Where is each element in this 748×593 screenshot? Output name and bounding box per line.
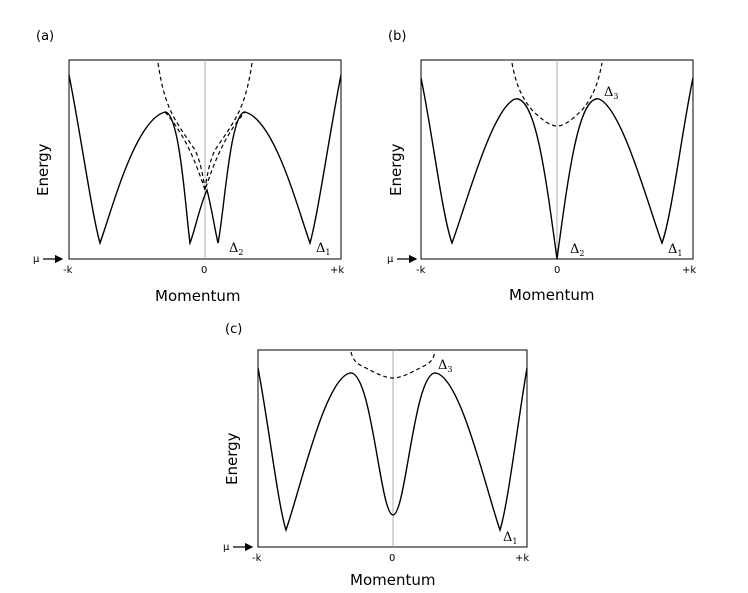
- panel-c-dashed-band: [350, 351, 436, 379]
- panel-c-tick-plus-k: +k: [515, 553, 529, 564]
- panel-a-xlabel: Momentum: [155, 287, 240, 305]
- panel-b-ylabel: Energy: [387, 143, 405, 196]
- panel-c-tick-zero: 0: [389, 553, 395, 564]
- panel-c: (c) μ -k 0 +k Momentum Energy Δ3 Δ1: [223, 322, 529, 589]
- panel-b-mu-label: μ: [387, 254, 394, 265]
- panel-a-tick-minus-k: -k: [63, 265, 73, 276]
- panel-b: (b) μ -k 0 +k Momentum Energy Δ3 Δ2 Δ1: [387, 29, 696, 304]
- panel-b-band: [420, 77, 694, 260]
- panel-c-band: [257, 367, 528, 533]
- panel-c-frame: [257, 349, 528, 548]
- panel-a-gap-delta1: Δ1: [316, 241, 330, 257]
- panel-c-xlabel: Momentum: [350, 571, 435, 589]
- panel-b-xlabel: Momentum: [509, 286, 594, 304]
- panel-b-label: (b): [388, 29, 406, 44]
- panel-c-mu-label: μ: [223, 542, 230, 553]
- panel-b-gap-delta3: Δ3: [604, 85, 618, 101]
- panel-a-tick-plus-k: +k: [330, 265, 344, 276]
- panel-a-dashed-crossing: [164, 111, 246, 192]
- panel-b-tick-zero: 0: [554, 265, 560, 276]
- panel-a-tick-zero: 0: [201, 265, 207, 276]
- panel-b-gap-delta2: Δ2: [570, 242, 584, 258]
- panel-a-ylabel: Energy: [34, 143, 52, 196]
- panel-c-label: (c): [225, 322, 242, 337]
- panel-b-gap-delta1: Δ1: [668, 242, 682, 258]
- panel-a-mu-label: μ: [33, 254, 40, 265]
- panel-c-gap-delta3: Δ3: [438, 358, 452, 374]
- panel-a: (a) μ -k 0 +k Momentum Energy Δ2 Δ1: [33, 29, 344, 305]
- panel-a-dashed-band-right: [204, 62, 253, 191]
- panel-b-tick-minus-k: -k: [416, 265, 426, 276]
- panel-c-ylabel: Energy: [223, 432, 241, 485]
- panel-c-tick-minus-k: -k: [252, 553, 262, 564]
- panel-c-gap-delta1: Δ1: [503, 530, 517, 546]
- panel-a-band-left: [68, 74, 342, 246]
- panel-a-dashed-band-left: [157, 62, 206, 191]
- panel-a-label: (a): [36, 29, 54, 44]
- panel-b-dashed-band: [511, 62, 603, 127]
- panel-b-tick-plus-k: +k: [682, 265, 696, 276]
- panel-a-gap-delta2: Δ2: [229, 241, 243, 257]
